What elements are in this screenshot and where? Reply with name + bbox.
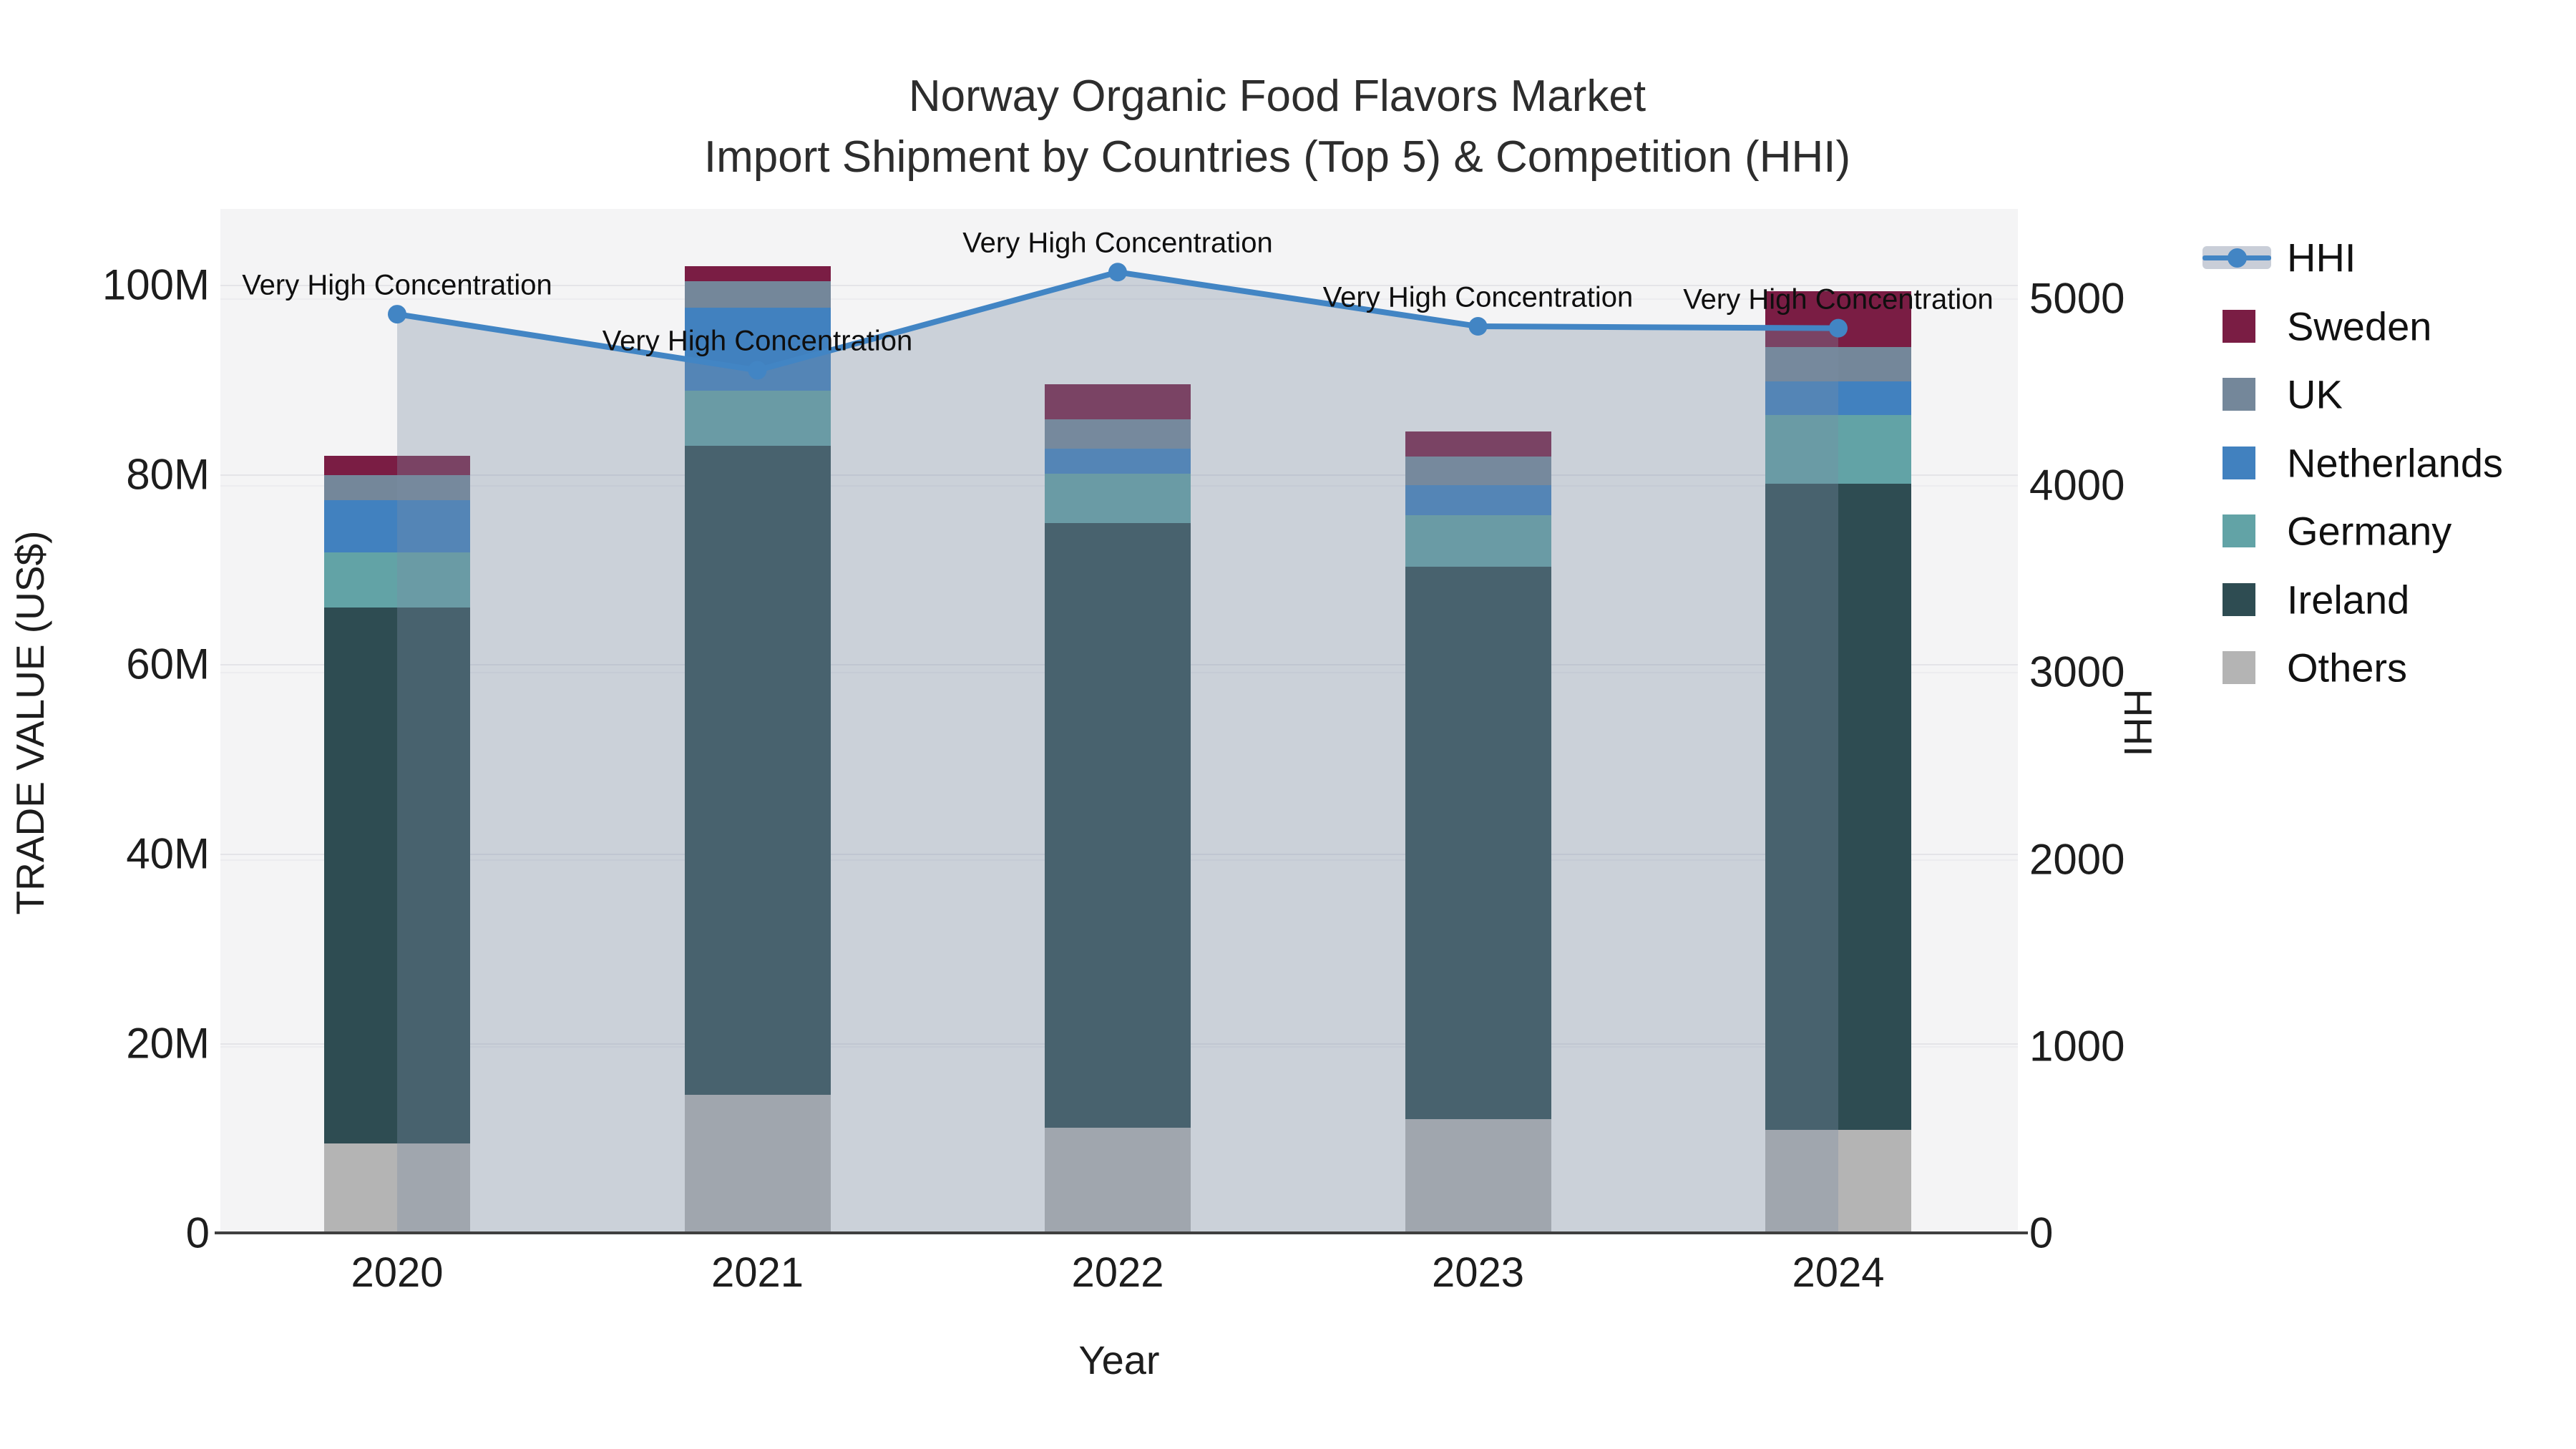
legend-label-others: Others bbox=[2287, 645, 2408, 691]
y-left-axis-title: TRADE VALUE (US$) bbox=[8, 530, 52, 915]
y-right-tick-2000: 2000 bbox=[2029, 835, 2125, 884]
bar-segment-2023-sweden[interactable] bbox=[1405, 431, 1551, 457]
bar-segment-2023-netherlands[interactable] bbox=[1405, 484, 1551, 515]
x-tick-2023: 2023 bbox=[1431, 1249, 1525, 1296]
bar-segment-2020-netherlands[interactable] bbox=[324, 499, 470, 552]
bar-segment-2022-others[interactable] bbox=[1045, 1127, 1191, 1233]
hhi-marker-2024[interactable] bbox=[1829, 318, 1848, 338]
legend-item-ireland[interactable]: Ireland bbox=[2202, 577, 2575, 622]
annotation-2021: Very High Concentration bbox=[602, 325, 913, 357]
bar-segment-2020-sweden[interactable] bbox=[324, 455, 470, 476]
legend-item-sweden[interactable]: Sweden bbox=[2202, 303, 2575, 348]
chart-title-line1: Norway Organic Food Flavors Market bbox=[908, 72, 1646, 121]
legend-label-netherlands: Netherlands bbox=[2287, 440, 2503, 485]
hhi-marker-2020[interactable] bbox=[388, 305, 406, 324]
hhi-marker-2022[interactable] bbox=[1108, 263, 1127, 282]
bar-segment-2021-germany[interactable] bbox=[684, 391, 831, 447]
bar-segment-2024-uk[interactable] bbox=[1765, 347, 1911, 382]
legend-hhi-marker-swatch bbox=[2228, 248, 2247, 268]
x-tick-2024: 2024 bbox=[1792, 1249, 1885, 1296]
y-right-tick-0: 0 bbox=[2029, 1209, 2054, 1257]
x-tick-2022: 2022 bbox=[1071, 1249, 1164, 1296]
hhi-line-overlay bbox=[388, 263, 1848, 1233]
bar-segment-2021-ireland[interactable] bbox=[684, 446, 831, 1095]
gridline-right-axis bbox=[220, 298, 2018, 300]
bar-segment-2024-germany[interactable] bbox=[1765, 414, 1911, 484]
bar-segment-2020-germany[interactable] bbox=[324, 552, 470, 608]
legend-item-others[interactable]: Others bbox=[2202, 645, 2575, 691]
bar-segment-2023-germany[interactable] bbox=[1405, 514, 1551, 567]
annotation-2022: Very High Concentration bbox=[962, 227, 1273, 259]
annotation-2020: Very High Concentration bbox=[242, 269, 552, 301]
bar-segment-2020-others[interactable] bbox=[324, 1143, 470, 1233]
bar-segment-2023-others[interactable] bbox=[1405, 1119, 1551, 1233]
bar-segment-2023-ireland[interactable] bbox=[1405, 566, 1551, 1119]
gridline-left-axis bbox=[220, 285, 2018, 286]
x-axis-title: Year bbox=[1078, 1337, 1160, 1382]
y-right-tick-1000: 1000 bbox=[2029, 1022, 2125, 1070]
bar-segment-2021-others[interactable] bbox=[684, 1094, 831, 1233]
bar-segment-2021-uk[interactable] bbox=[684, 280, 831, 308]
legend-item-germany[interactable]: Germany bbox=[2202, 508, 2575, 554]
legend-label-germany: Germany bbox=[2287, 508, 2452, 554]
y-left-tick-40M: 40M bbox=[126, 829, 210, 878]
bar-segment-2024-netherlands[interactable] bbox=[1765, 381, 1911, 415]
bar-segment-2024-ireland[interactable] bbox=[1765, 484, 1911, 1130]
x-tick-2020: 2020 bbox=[351, 1249, 444, 1296]
annotation-2024: Very High Concentration bbox=[1683, 283, 1994, 316]
annotation-2023: Very High Concentration bbox=[1322, 281, 1634, 313]
x-axis-line bbox=[215, 1231, 2028, 1234]
legend-swatch-others bbox=[2223, 651, 2255, 684]
legend-label-uk: UK bbox=[2287, 371, 2343, 417]
hhi-area-fill bbox=[397, 272, 1838, 1233]
x-tick-2021: 2021 bbox=[711, 1249, 804, 1296]
legend-item-netherlands[interactable]: Netherlands bbox=[2202, 440, 2575, 485]
y-left-tick-20M: 20M bbox=[126, 1019, 210, 1068]
bar-segment-2024-others[interactable] bbox=[1765, 1129, 1911, 1233]
bar-segment-2020-ireland[interactable] bbox=[324, 607, 470, 1144]
bar-segment-2022-germany[interactable] bbox=[1045, 473, 1191, 523]
bar-segment-2020-uk[interactable] bbox=[324, 475, 470, 500]
chart-title-line2: Import Shipment by Countries (Top 5) & C… bbox=[703, 132, 1851, 182]
legend-item-hhi[interactable]: HHI bbox=[2202, 235, 2575, 280]
y-right-tick-3000: 3000 bbox=[2029, 648, 2125, 696]
y-left-tick-0: 0 bbox=[185, 1209, 210, 1257]
plot-area: Very High Concentration Very High Concent… bbox=[220, 209, 2018, 1233]
legend-label-sweden: Sweden bbox=[2287, 303, 2432, 348]
bar-segment-2022-sweden[interactable] bbox=[1045, 384, 1191, 420]
legend-swatch-uk bbox=[2223, 378, 2255, 411]
legend-swatch-sweden bbox=[2223, 309, 2255, 343]
bar-segment-2021-sweden[interactable] bbox=[684, 265, 831, 281]
y-right-axis-title: HHI bbox=[2116, 688, 2160, 757]
y-left-tick-60M: 60M bbox=[126, 640, 210, 688]
y-right-tick-5000: 5000 bbox=[2029, 274, 2125, 323]
legend-swatch-netherlands bbox=[2223, 446, 2255, 479]
legend-label-ireland: Ireland bbox=[2287, 577, 2410, 622]
legend-item-uk[interactable]: UK bbox=[2202, 371, 2575, 417]
hhi-marker-2021[interactable] bbox=[748, 361, 767, 380]
y-left-tick-100M: 100M bbox=[102, 260, 210, 309]
y-left-tick-80M: 80M bbox=[126, 450, 210, 499]
legend-swatch-germany bbox=[2223, 514, 2255, 547]
bar-segment-2022-uk[interactable] bbox=[1045, 419, 1191, 449]
bar-segment-2022-netherlands[interactable] bbox=[1045, 449, 1191, 474]
hhi-marker-2023[interactable] bbox=[1468, 317, 1488, 336]
legend-swatch-ireland bbox=[2223, 582, 2255, 616]
y-right-tick-4000: 4000 bbox=[2029, 461, 2125, 509]
legend-label-hhi: HHI bbox=[2287, 235, 2356, 280]
bar-segment-2023-uk[interactable] bbox=[1405, 456, 1551, 485]
bar-segment-2022-ireland[interactable] bbox=[1045, 522, 1191, 1128]
